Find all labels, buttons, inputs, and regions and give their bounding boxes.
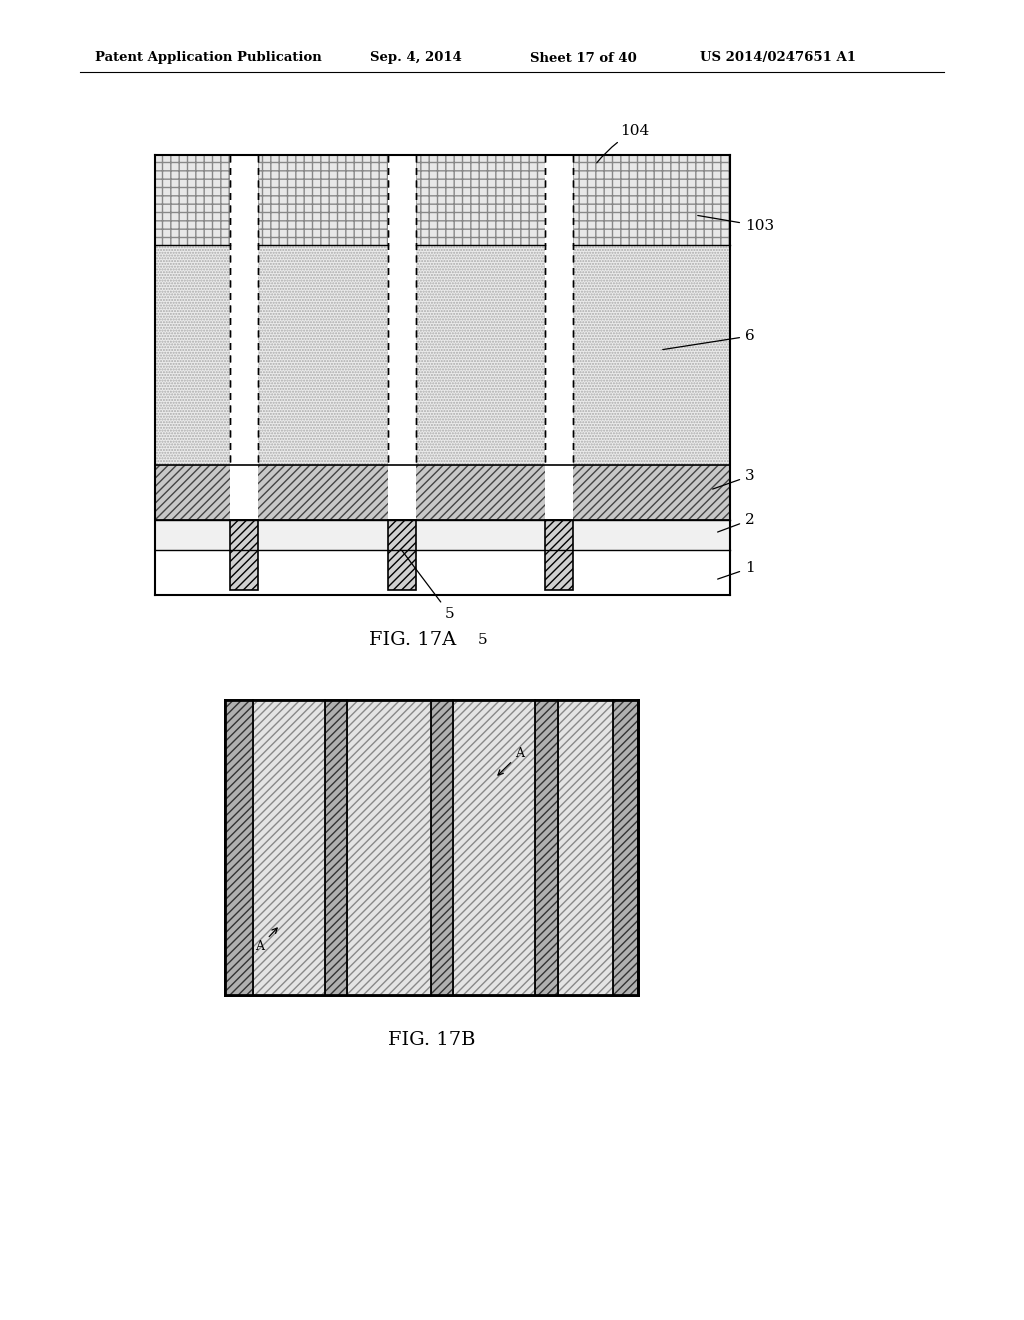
- Bar: [453, 700, 535, 995]
- Bar: [258, 154, 388, 246]
- Bar: [253, 700, 325, 995]
- Bar: [230, 154, 258, 465]
- Bar: [155, 246, 230, 465]
- Bar: [347, 700, 431, 995]
- Bar: [416, 246, 545, 465]
- Bar: [416, 246, 545, 465]
- Bar: [573, 246, 730, 465]
- Text: 6: 6: [663, 329, 755, 350]
- Bar: [545, 246, 573, 465]
- Bar: [416, 154, 545, 246]
- Bar: [253, 700, 325, 995]
- Text: 104: 104: [597, 124, 649, 162]
- Text: 5: 5: [401, 550, 455, 620]
- Bar: [155, 154, 230, 246]
- Bar: [573, 246, 730, 465]
- Bar: [325, 700, 347, 995]
- Bar: [155, 520, 730, 550]
- Bar: [155, 465, 730, 520]
- Bar: [388, 246, 416, 465]
- Bar: [388, 154, 416, 465]
- Bar: [573, 154, 730, 246]
- Bar: [573, 154, 730, 246]
- Bar: [388, 154, 416, 246]
- Bar: [431, 700, 453, 995]
- Bar: [225, 700, 638, 995]
- Bar: [558, 700, 613, 995]
- Text: 2: 2: [718, 513, 755, 532]
- Bar: [155, 154, 230, 246]
- Bar: [535, 700, 558, 995]
- Text: Sep. 4, 2014: Sep. 4, 2014: [370, 51, 462, 65]
- Bar: [225, 700, 253, 995]
- Bar: [416, 154, 545, 246]
- Bar: [225, 700, 638, 995]
- Bar: [347, 700, 431, 995]
- Bar: [545, 154, 573, 465]
- Text: 1: 1: [718, 561, 755, 579]
- Text: 3: 3: [713, 469, 755, 490]
- Text: FIG. 17B: FIG. 17B: [388, 1031, 475, 1049]
- Bar: [613, 700, 638, 995]
- Bar: [155, 550, 730, 595]
- Bar: [258, 246, 388, 465]
- Bar: [535, 700, 558, 995]
- Text: US 2014/0247651 A1: US 2014/0247651 A1: [700, 51, 856, 65]
- Bar: [230, 465, 258, 520]
- Bar: [545, 520, 573, 590]
- Bar: [155, 246, 230, 465]
- Bar: [545, 465, 573, 520]
- Text: 5: 5: [477, 634, 487, 647]
- Bar: [230, 520, 258, 590]
- Bar: [558, 700, 613, 995]
- Bar: [613, 700, 638, 995]
- Bar: [155, 465, 730, 520]
- Bar: [258, 246, 388, 465]
- Bar: [545, 154, 573, 246]
- Bar: [230, 246, 258, 465]
- Text: A: A: [498, 747, 524, 775]
- Bar: [325, 700, 347, 995]
- Text: 103: 103: [697, 215, 774, 234]
- Bar: [431, 700, 453, 995]
- Bar: [258, 154, 388, 246]
- Bar: [388, 465, 416, 520]
- Text: FIG. 17A: FIG. 17A: [369, 631, 456, 649]
- Text: Patent Application Publication: Patent Application Publication: [95, 51, 322, 65]
- Bar: [225, 700, 253, 995]
- Bar: [453, 700, 535, 995]
- Text: Sheet 17 of 40: Sheet 17 of 40: [530, 51, 637, 65]
- Bar: [388, 520, 416, 590]
- Bar: [230, 154, 258, 246]
- Bar: [225, 700, 638, 995]
- Text: A: A: [256, 928, 278, 953]
